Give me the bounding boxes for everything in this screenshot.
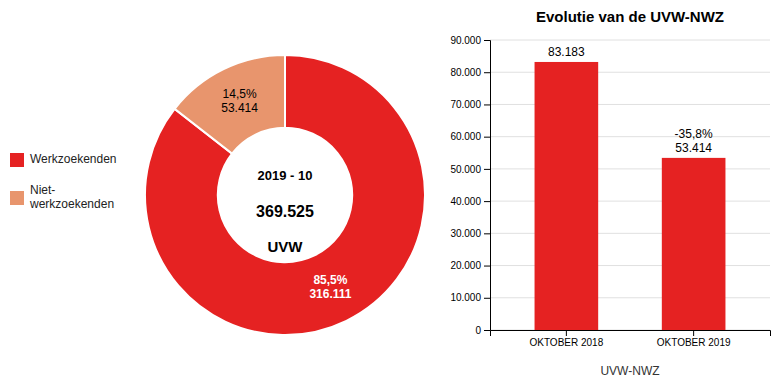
y-tick-mark bbox=[484, 72, 490, 73]
grid bbox=[490, 40, 770, 330]
legend-swatch bbox=[10, 191, 24, 205]
bars bbox=[535, 62, 726, 330]
y-tick-label: 70.000 bbox=[450, 99, 481, 110]
grid-line bbox=[490, 265, 770, 266]
y-tick: 20.000 bbox=[450, 260, 490, 271]
x-tick-label: OKTOBER 2019 bbox=[657, 337, 731, 348]
y-axis-line bbox=[484, 41, 491, 331]
legend-item: Niet-werkzoekenden bbox=[10, 183, 114, 211]
x-tick: OKTOBER 2019 bbox=[657, 330, 731, 348]
data-label: 85,5%316.111 bbox=[309, 273, 351, 301]
legend-label: Niet-werkzoekenden bbox=[29, 183, 114, 211]
data-label: -35,8%53.414 bbox=[675, 127, 713, 155]
legend: Werkzoekenden Niet-werkzoekenden bbox=[10, 152, 117, 211]
x-axis-line bbox=[491, 331, 771, 337]
grid-line bbox=[490, 40, 770, 41]
y-tick-mark bbox=[484, 104, 490, 105]
x-axis: OKTOBER 2018 OKTOBER 2019 bbox=[491, 330, 771, 348]
y-tick: 30.000 bbox=[450, 228, 490, 239]
x-tick: OKTOBER 2018 bbox=[529, 330, 603, 348]
center-text: 2019 - 10 bbox=[258, 168, 313, 183]
y-tick: 50.000 bbox=[450, 164, 490, 175]
x-tick-mark bbox=[566, 330, 567, 336]
grid-line bbox=[490, 104, 770, 105]
y-tick-mark bbox=[484, 201, 490, 202]
x-tick-label: OKTOBER 2018 bbox=[529, 337, 603, 348]
y-tick-label: 40.000 bbox=[450, 196, 481, 207]
center-text: UVW bbox=[268, 238, 304, 255]
x-tick-mark bbox=[693, 330, 694, 336]
y-tick: 70.000 bbox=[450, 99, 490, 110]
chart: 85,5%316.111 14,5%53.414 2019 - 10 369.525 U… bbox=[0, 0, 780, 387]
legend-label: Werkzoekenden bbox=[30, 152, 117, 166]
grid-line bbox=[490, 72, 770, 73]
y-tick-label: 50.000 bbox=[450, 164, 481, 175]
legend-item: Werkzoekenden bbox=[10, 152, 117, 167]
grid-line bbox=[490, 297, 770, 298]
bar bbox=[535, 62, 599, 330]
grid-line bbox=[490, 233, 770, 234]
y-tick-mark bbox=[484, 137, 490, 138]
donut: 85,5%316.111 14,5%53.414 2019 - 10 369.525 U… bbox=[145, 55, 425, 335]
legend-swatch bbox=[10, 153, 24, 167]
y-axis: 0 10.000 20.000 30.000 40.000 50.000 60.000 70.… bbox=[450, 35, 490, 336]
y-tick-mark bbox=[484, 298, 490, 299]
grid-line bbox=[490, 168, 770, 169]
donut-slice bbox=[145, 55, 425, 335]
x-axis-title: UVW-NWZ bbox=[600, 364, 659, 378]
data-labels: 83.183 -35,8%53.414 bbox=[548, 45, 713, 155]
y-tick: 40.000 bbox=[450, 196, 490, 207]
y-tick-mark bbox=[484, 266, 490, 267]
y-tick-label: 10.000 bbox=[450, 292, 481, 303]
center-text: 369.525 bbox=[256, 203, 314, 220]
y-tick-mark bbox=[484, 40, 490, 41]
y-tick-label: 90.000 bbox=[450, 35, 481, 46]
title: Evolutie van de UVW-NWZ bbox=[536, 8, 724, 25]
y-tick-mark bbox=[484, 169, 490, 170]
donut-slice bbox=[175, 55, 285, 154]
y-tick: 10.000 bbox=[450, 292, 490, 303]
y-tick: 90.000 bbox=[450, 35, 490, 46]
y-tick-label: 60.000 bbox=[450, 131, 481, 142]
y-tick-mark bbox=[484, 330, 490, 331]
y-tick-label: 80.000 bbox=[450, 67, 481, 78]
grid-line bbox=[490, 201, 770, 202]
data-label: 83.183 bbox=[548, 45, 585, 59]
bar bbox=[662, 158, 726, 330]
y-tick-mark bbox=[484, 233, 490, 234]
bar-chart: 0 10.000 20.000 30.000 40.000 50.000 60.000 70.… bbox=[450, 35, 770, 348]
y-tick: 80.000 bbox=[450, 67, 490, 78]
y-tick: 0 bbox=[475, 325, 490, 336]
y-tick-label: 20.000 bbox=[450, 260, 481, 271]
grid-line bbox=[490, 136, 770, 137]
y-tick-label: 30.000 bbox=[450, 228, 481, 239]
y-tick-label: 0 bbox=[475, 325, 481, 336]
data-label: 14,5%53.414 bbox=[221, 87, 258, 115]
y-tick: 60.000 bbox=[450, 131, 490, 142]
